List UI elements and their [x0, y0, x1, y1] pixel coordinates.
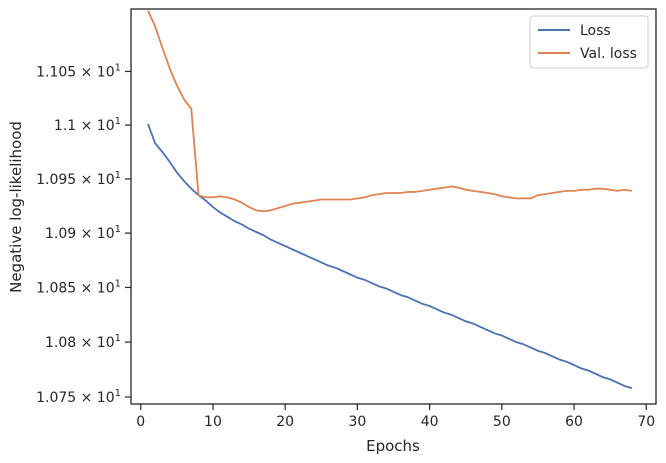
y-axis-label: Negative log-likelihood: [7, 121, 25, 293]
x-tick-label: 70: [637, 414, 655, 430]
legend: Loss Val. loss: [529, 15, 649, 69]
y-tick-label: 1.075 × 101: [36, 388, 121, 406]
legend-label-loss: Loss: [580, 23, 611, 39]
x-tick-label: 50: [493, 414, 511, 430]
val-loss-line: [147, 10, 632, 213]
y-tick-label: 1.095 × 101: [36, 170, 121, 188]
plot-frame: [130, 8, 657, 405]
x-tick-label: 0: [136, 414, 145, 430]
y-tick-label: 1.085 × 101: [36, 278, 121, 296]
series-lines: [147, 10, 633, 390]
legend-label-val-loss: Val. loss: [580, 46, 637, 62]
y-tick-label: 1.09 × 101: [45, 224, 121, 242]
x-tick-label: 40: [421, 414, 439, 430]
y-tick-label: 1.1 × 101: [54, 116, 121, 134]
x-tick-label: 20: [276, 414, 294, 430]
x-axis-label: Epochs: [366, 437, 420, 455]
x-tick-label: 30: [348, 414, 366, 430]
loss-line: [147, 123, 633, 390]
x-tick-label: 10: [204, 414, 222, 430]
y-tick-label: 1.105 × 101: [36, 62, 121, 80]
x-axis-ticks: 0 10 20 30 40 50 60 70: [136, 404, 655, 430]
x-tick-label: 60: [565, 414, 583, 430]
y-tick-label: 1.08 × 101: [45, 333, 121, 351]
y-axis-ticks: 1.075 × 101 1.08 × 101 1.085 × 101 1.09 × 1…: [36, 62, 131, 406]
